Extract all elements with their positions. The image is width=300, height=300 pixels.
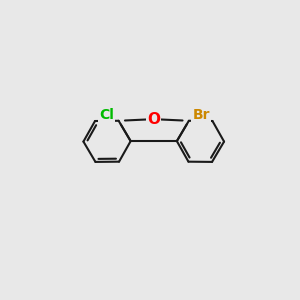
Text: Br: Br xyxy=(192,107,210,122)
Text: O: O xyxy=(147,112,160,127)
Text: Cl: Cl xyxy=(99,107,114,122)
